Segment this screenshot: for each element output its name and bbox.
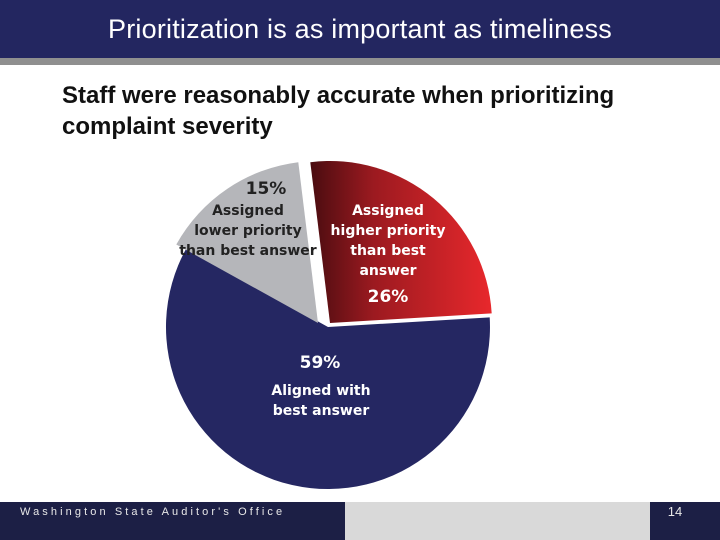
slice-label-lower-2: lower priority bbox=[194, 223, 302, 239]
slice-pct-aligned: 59% bbox=[300, 353, 341, 373]
slice-pct-higher: 26% bbox=[368, 287, 409, 307]
slice-label-higher-1: Assigned bbox=[352, 203, 424, 219]
footer-right-panel: 14 bbox=[650, 502, 720, 540]
slice-pct-lower: 15% bbox=[246, 179, 287, 199]
slice-label-lower-1: Assigned bbox=[212, 203, 284, 219]
slice-label-higher-2: higher priority bbox=[331, 223, 446, 239]
slide-subtitle: Staff were reasonably accurate when prio… bbox=[62, 82, 615, 140]
footer-organization: Washington State Auditor's Office bbox=[20, 506, 286, 518]
footer-bar: Washington State Auditor's Office 14 bbox=[0, 502, 720, 540]
page-number: 14 bbox=[667, 504, 683, 519]
title-bar: Prioritization is as important as timeli… bbox=[0, 0, 720, 58]
slice-label-higher-4: answer bbox=[359, 263, 416, 279]
slide-title: Prioritization is as important as timeli… bbox=[108, 13, 612, 44]
pie-slice-higher-priority bbox=[310, 160, 492, 323]
slice-label-lower-3: than best answer bbox=[179, 243, 317, 259]
slice-label-aligned-1: Aligned with bbox=[271, 383, 370, 399]
footer-left-panel: Washington State Auditor's Office bbox=[0, 502, 345, 540]
slice-label-higher-3: than best bbox=[350, 243, 426, 259]
pie-slice-lower-priority bbox=[176, 162, 318, 323]
slice-label-aligned-2: best answer bbox=[273, 403, 370, 419]
pie-slice-aligned bbox=[165, 248, 490, 490]
title-divider bbox=[0, 58, 720, 65]
